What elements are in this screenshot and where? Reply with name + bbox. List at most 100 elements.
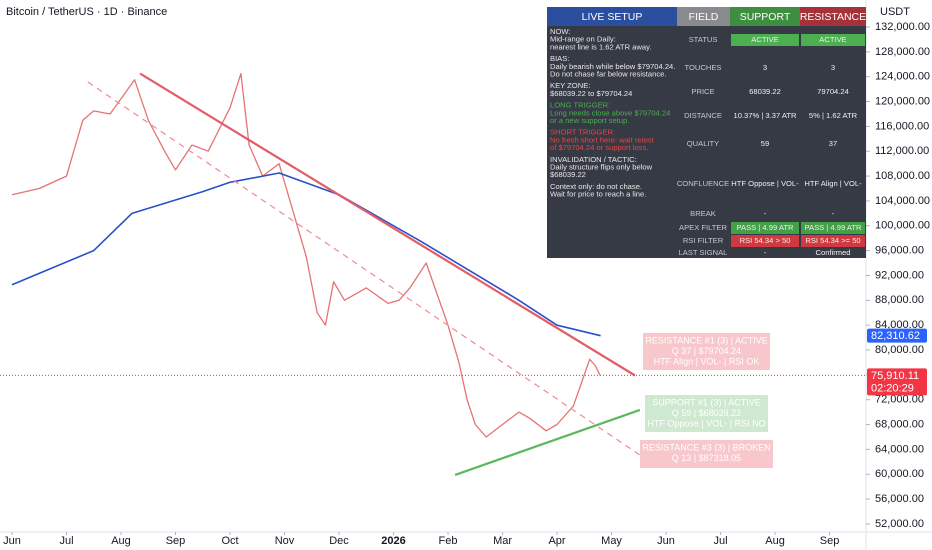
panel-cell [731,34,799,46]
x-tick-label: Jun [657,535,675,547]
y-tick-label: 56,000.00 [875,493,924,505]
panel-cell [731,222,799,234]
panel-header-cell [677,7,730,26]
panel-background [547,7,866,258]
series-line [139,72,636,377]
price-tag [867,368,927,396]
label-box-text: Q 37 | $79704.24 [672,346,741,356]
panel-note: of $79704.24 or support loss. [550,143,648,152]
y-tick-label: 60,000.00 [875,468,924,480]
panel-support-value: ACTIVE [751,35,778,44]
panel-header-cell [547,7,677,26]
panel-note: BIAS: [550,54,569,63]
x-tick-label: Aug [765,535,785,547]
panel-note: NOW: [550,27,571,36]
y-tick-label: 96,000.00 [875,245,924,257]
x-tick-label: Jul [59,535,73,547]
y-tick-label: 72,000.00 [875,394,924,406]
y-tick-label: 124,000.00 [875,71,930,83]
panel-support-value: PASS | 4.99 ATR [737,223,794,232]
panel-field: RSI FILTER [683,236,724,245]
panel-note: Do not chase far below resistance. [550,70,667,79]
panel-note: No fresh short here: wait retest [550,135,655,144]
y-tick-label: 128,000.00 [875,46,930,58]
panel-field: DISTANCE [684,111,722,120]
y-tick-label: 80,000.00 [875,344,924,356]
y-tick-label: 116,000.00 [875,120,929,132]
panel-support-value: 10.37% | 3.37 ATR [733,111,797,120]
panel-support-value: 68039.22 [749,87,781,96]
panel-field: LAST SIGNAL [679,248,728,257]
panel-support-value: - [764,209,767,218]
panel-resistance-value: PASS | 4.99 ATR [805,223,862,232]
panel-resistance-value: - [832,209,835,218]
panel-note: Daily structure flips only below [550,163,653,172]
y-tick-label: 120,000.00 [875,95,930,107]
panel-support-value: 3 [763,63,767,72]
panel-note: Context only: do not chase. [550,182,642,191]
label-box-text: Q 13 | $87318.05 [672,453,741,463]
x-tick-label: May [601,535,622,547]
panel-field: QUALITY [687,139,720,148]
panel-header: RESISTANCE [800,11,866,23]
panel-resistance-value: 79704.24 [817,87,849,96]
panel-note: Mid-range on Daily: [550,35,616,44]
x-tick-label: Nov [275,535,295,547]
price-tag-label: 82,310.62 [871,330,920,342]
panel-note: $68039.22 to $79704.24 [550,89,632,98]
x-tick-label: Sep [820,535,840,547]
panel-field: TOUCHES [685,63,722,72]
y-tick-label: 104,000.00 [875,195,930,207]
panel-cell [801,235,865,247]
panel-resistance-value: 3 [831,63,835,72]
panel-note: SHORT TRIGGER: [550,128,615,137]
panel-note: Long needs close above $79704.24 [550,108,670,117]
chart-title: Bitcoin / TetherUS · 1D · Binance [6,6,167,18]
panel-note: KEY ZONE: [550,81,590,90]
x-tick-label: Mar [493,535,512,547]
panel-field: APEX FILTER [679,223,727,232]
x-tick-label: Feb [439,535,458,547]
y-tick-label: 52,000.00 [875,518,924,530]
panel-header-cell [800,7,866,26]
label-box-text: SUPPORT #1 (3) | ACTIVE [652,397,761,407]
panel-note: $68039.22 [550,170,586,179]
panel-field: STATUS [689,35,718,44]
series-line [87,81,641,456]
panel-header: LIVE SETUP [582,11,643,23]
y-tick-label: 64,000.00 [875,443,924,455]
label-box-text: RESISTANCE #1 (3) | ACTIVE [645,335,767,345]
panel-field: CONFLUENCE [677,179,729,188]
y-tick-label: 132,000.00 [875,21,930,33]
panel-resistance-value: RSI 54.34 >= 50 [805,236,860,245]
panel-support-value: RSI 54.34 > 50 [740,236,791,245]
panel-support-value: 59 [761,139,769,148]
y-tick-label: 92,000.00 [875,269,924,281]
panel-resistance-value: Confirmed [815,248,850,257]
panel-cell [801,222,865,234]
x-tick-label: Sep [166,535,186,547]
y-tick-label: 68,000.00 [875,418,924,430]
label-box [640,440,773,468]
price-tag-label: 75,910.11 [871,370,919,382]
x-tick-label: Dec [329,535,349,547]
x-tick-label: 2026 [381,535,405,547]
panel-note: Wait for price to reach a line. [550,190,646,199]
panel-note: nearest line is 1.62 ATR away. [550,42,651,51]
label-box-text: RESISTANCE #3 (3) | BROKEN [642,442,770,452]
panel-resistance-value: 5% | 1.62 ATR [809,111,858,120]
y-tick-label: 112,000.00 [875,145,929,157]
panel-field: PRICE [691,87,714,96]
label-box [643,333,770,370]
panel-note: or a new support setup. [550,116,629,125]
currency-label: USDT [880,6,910,18]
y-tick-label: 100,000.00 [875,220,930,232]
x-tick-label: Jul [714,535,728,547]
y-tick-label: 84,000.00 [875,319,924,331]
countdown-label: 02:20:29 [871,382,914,394]
panel-support-value: - [764,248,767,257]
series-line [11,72,601,438]
panel-field: BREAK [690,209,716,218]
